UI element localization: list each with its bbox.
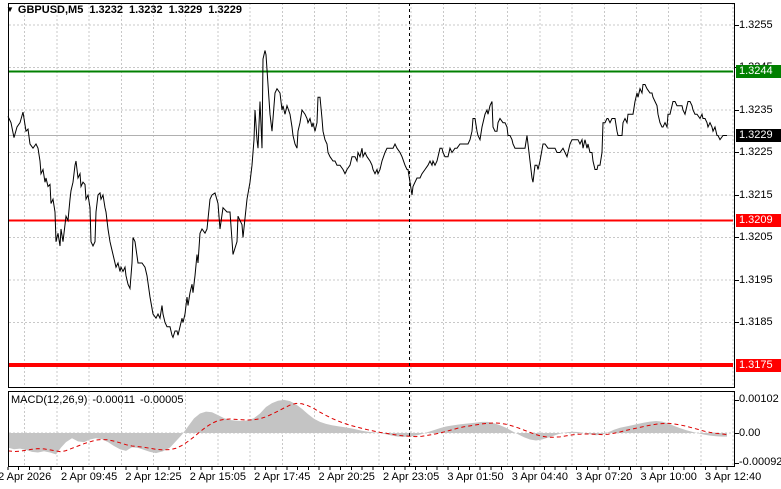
time-axis-label: 3 Apr 07:20 — [576, 471, 633, 483]
level-badge-1.3244: 1.3244 — [736, 65, 781, 79]
time-axis-label: 3 Apr 10:00 — [640, 471, 697, 483]
price-axis-label: 1.3255 — [739, 18, 773, 31]
high-value: 1.3232 — [128, 4, 163, 16]
price-line-series — [7, 50, 727, 339]
macd-label: MACD(12,26,9) — [11, 394, 88, 406]
price-axis-label: 1.3205 — [739, 231, 773, 243]
current-price-badge: 1.3229 — [736, 129, 781, 142]
open-value: 1.3232 — [89, 4, 123, 16]
price-axis-label: 1.3225 — [739, 146, 773, 158]
time-axis-label: 2 Apr 20:25 — [318, 471, 375, 483]
time-axis-label: 3 Apr 01:50 — [447, 471, 504, 483]
macd-axis-label: -0.00092 — [739, 456, 781, 469]
macd-main-area — [8, 399, 727, 455]
time-axis-label: 3 Apr 12:40 — [704, 471, 762, 483]
time-axis-label: 2 Apr 17:45 — [254, 471, 311, 483]
level-badge-1.3209: 1.3209 — [736, 214, 781, 227]
macd-signal-line — [7, 402, 728, 453]
macd-main-value: -0.00011 — [92, 394, 136, 406]
price-axis-label: 1.3235 — [739, 103, 773, 116]
symbol-ohlc-header: ▼ GBPUSD,M5 1.3232 1.3232 1.3229 1.3229 — [6, 4, 242, 16]
close-value: 1.3229 — [208, 4, 242, 16]
macd-indicator-header: MACD(12,26,9) -0.00011 -0.00005 — [11, 394, 183, 406]
macd-signal-value: -0.00005 — [140, 394, 184, 406]
price-axis-label: 1.3195 — [739, 273, 773, 286]
time-axis-label: 3 Apr 04:40 — [511, 471, 569, 483]
macd-axis-label: 0.00102 — [739, 393, 779, 406]
price-axis-label: 1.3215 — [739, 188, 773, 201]
time-axis-label: 2 Apr 12:25 — [125, 471, 182, 483]
time-axis-label: 2 Apr 09:45 — [60, 471, 118, 483]
low-value: 1.3229 — [168, 4, 203, 16]
time-axis-label: 2 Apr 23:05 — [382, 471, 440, 483]
time-axis-label: 2 Apr 2026 — [0, 471, 52, 483]
symbol-timeframe-label: GBPUSD,M5 — [17, 4, 84, 16]
macd-axis-label: 0.00 — [739, 426, 761, 439]
price-axis-label: 1.3185 — [739, 316, 773, 328]
time-axis-label: 2 Apr 15:05 — [189, 471, 247, 483]
level-badge-1.3175: 1.3175 — [736, 358, 781, 372]
macd-panel-border — [8, 391, 735, 467]
symbol-marker-icon: ▼ — [6, 5, 14, 14]
